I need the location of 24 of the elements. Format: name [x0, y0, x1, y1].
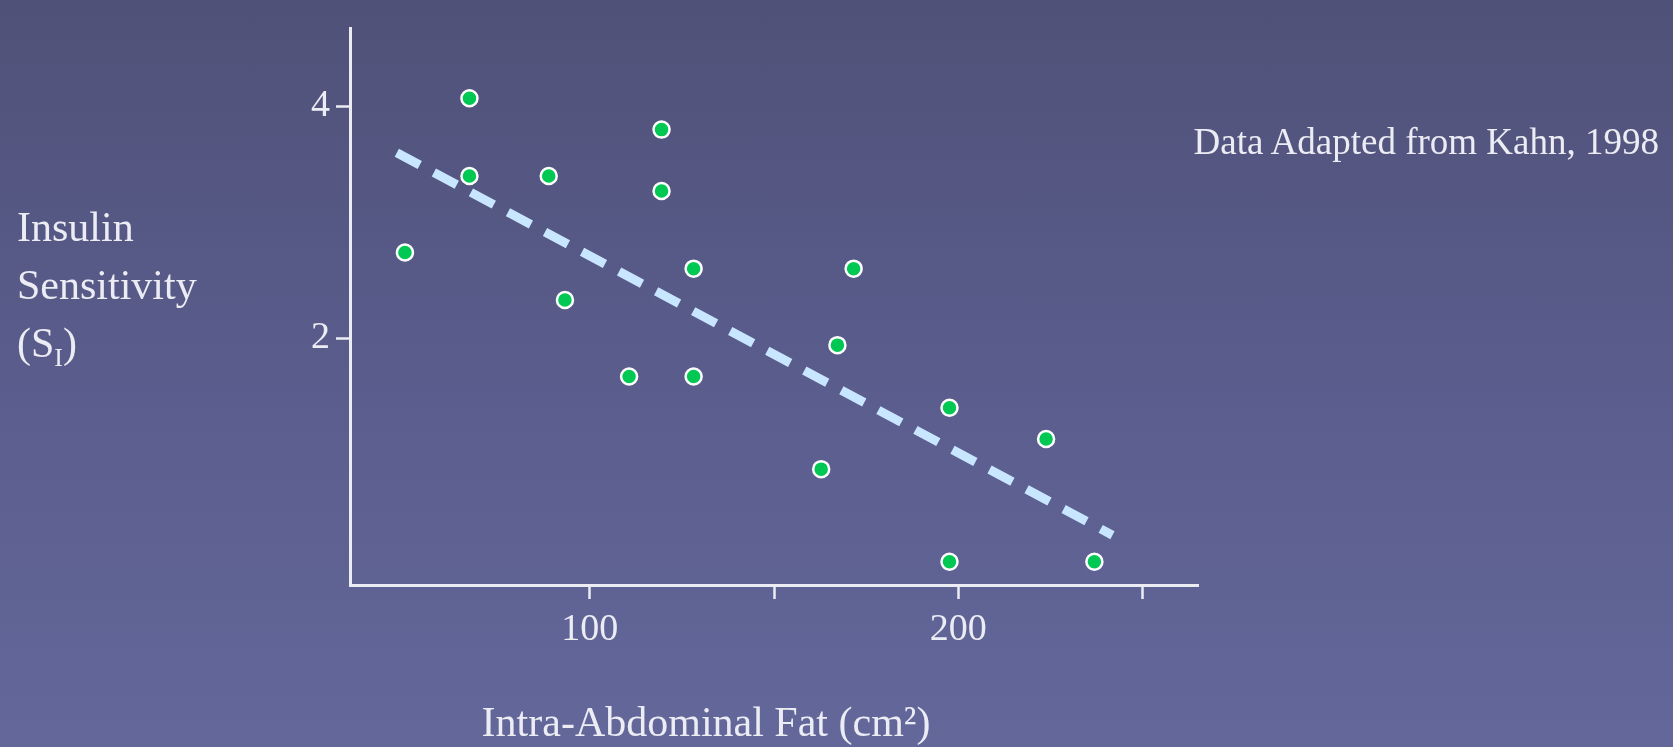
point: [395, 243, 415, 262]
y-axis-title: Insulin Sensitivity (S$_{I}$): [17, 203, 198, 375]
point: [684, 259, 703, 278]
point: [940, 552, 959, 572]
point: [619, 367, 639, 386]
y-tick-label: 2: [311, 314, 330, 357]
point: [940, 398, 959, 417]
point: [652, 181, 671, 201]
point: [460, 166, 479, 186]
point: [555, 290, 575, 310]
point: [828, 335, 847, 355]
annotation: Data Adapted from Kahn, 1998: [1193, 120, 1659, 162]
point: [652, 120, 671, 139]
y-tick-label: 4: [311, 82, 330, 125]
point: [1085, 552, 1104, 572]
x-tick-label: 100: [561, 605, 619, 648]
point: [844, 259, 863, 278]
point: [539, 166, 558, 186]
point: [460, 89, 479, 108]
x-tick-label: 200: [929, 605, 987, 648]
point: [684, 367, 703, 386]
point: [1036, 429, 1056, 449]
x-axis-title: Intra-Abdominal Fat (cm²): [481, 699, 931, 746]
point: [811, 459, 831, 479]
